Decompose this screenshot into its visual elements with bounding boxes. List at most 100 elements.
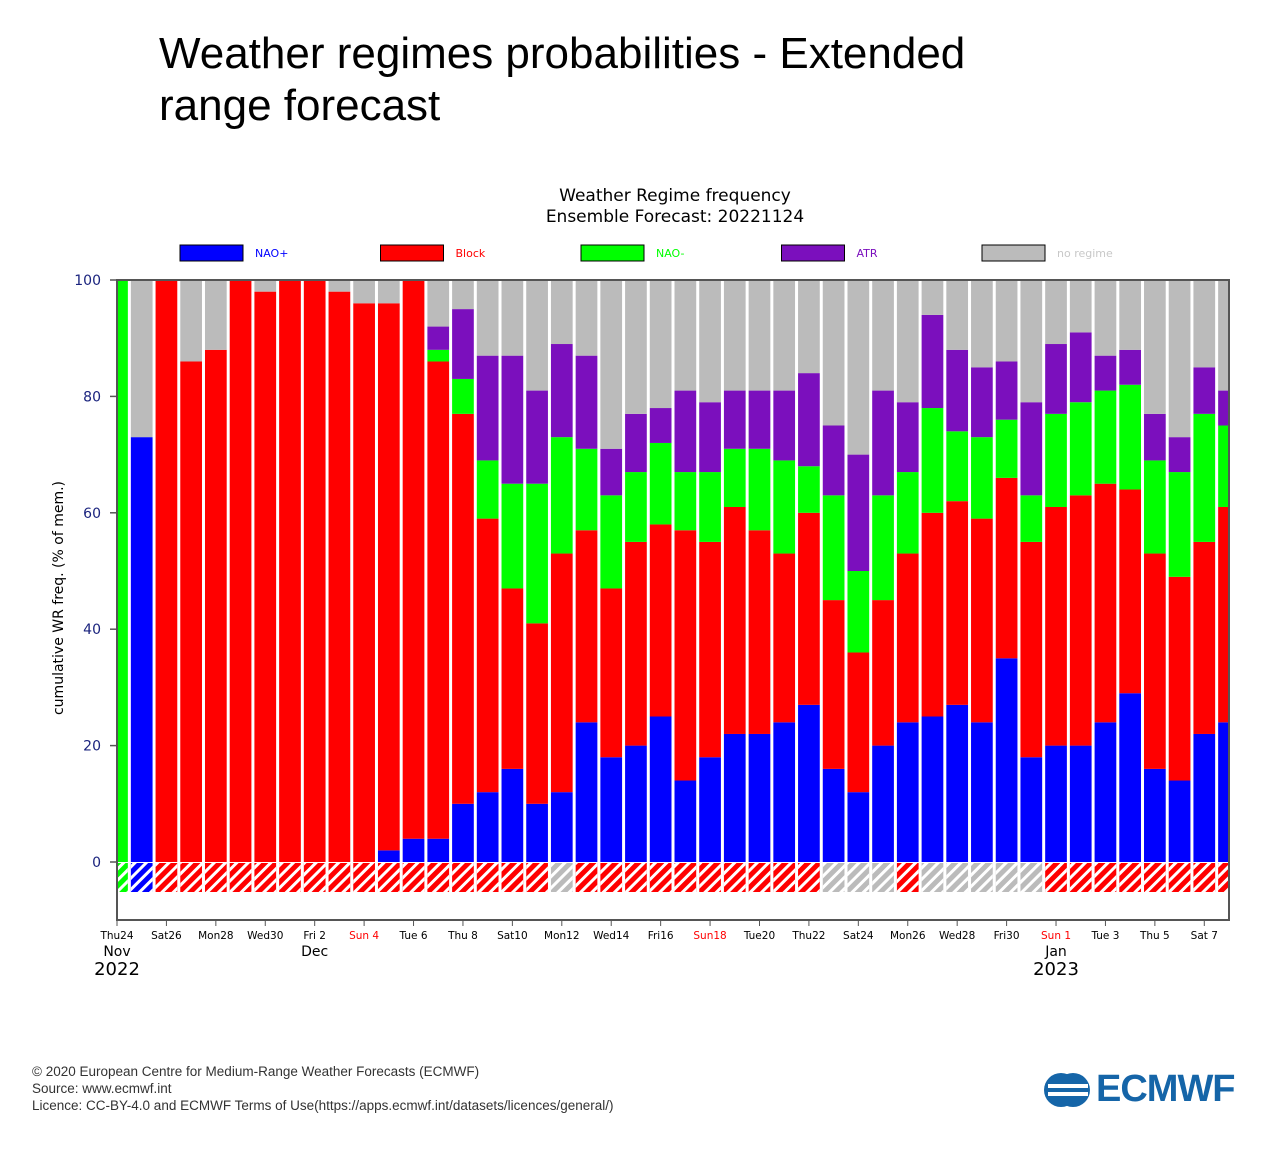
bar-2022-12-04 [353,280,375,892]
bar-segment-nao- [822,768,845,862]
x-tick-label: Tue 6 [399,930,428,942]
bar-2022-12-31 [1020,280,1043,892]
bar-segment-block [1069,495,1092,746]
bar-segment-block [822,600,845,769]
bar-segment-nao- [1168,780,1191,862]
dominant-regime-hatch [649,863,672,892]
chart-subtitle: Ensemble Forecast: 20221124 [546,207,804,227]
bar-segment-nao- [1020,495,1043,542]
y-tick-label: 0 [92,855,101,871]
bar-segment-nao- [798,704,820,862]
bar-segment-block [526,623,548,804]
dominant-regime-hatch [427,863,450,892]
x-tick-label: Thu 5 [1139,930,1170,942]
bar-segment-no-regime [180,280,202,362]
legend-label: Block [456,247,486,260]
bar-segment-no-regime [649,280,672,409]
bar-segment-nao- [427,838,450,862]
bar-segment-atr [699,402,721,473]
bar-segment-no-regime [723,280,746,391]
bar-2022-12-24 [847,280,870,892]
bar-2022-11-25 [130,280,153,892]
bar-segment-block [501,588,524,769]
bar-segment-atr [427,326,450,350]
x-tick-label: Fri 2 [303,930,326,942]
plot-frame [116,279,1230,921]
bar-segment-no-regime [798,280,820,374]
bar-segment-atr [674,390,697,473]
bar-2023-01-08 [1218,280,1229,892]
bar-segment-nao- [872,495,894,601]
bar-segment-nao- [699,757,721,862]
dominant-regime-hatch [1119,863,1142,892]
bar-segment-atr [1069,332,1092,403]
bar-segment-nao- [971,437,993,519]
bar-segment-no-regime [1069,280,1092,333]
bar-segment-no-regime [476,280,499,356]
bar-segment-block [452,413,474,804]
dominant-regime-hatch [180,863,202,892]
bar-segment-block [625,541,647,746]
dominant-regime-hatch [995,863,1018,892]
dominant-regime-hatch [1094,863,1117,892]
bar-segment-block [550,553,573,793]
legend-label: NAO+ [255,247,288,260]
bar-segment-block [699,541,721,758]
dominant-regime-hatch [501,863,524,892]
bar-2022-12-16 [649,280,672,892]
bar-segment-no-regime [501,280,524,356]
bar-segment-nao- [476,792,499,862]
dominant-regime-hatch [476,863,499,892]
footer: © 2020 European Centre for Medium-Range … [32,1063,614,1114]
dominant-regime-hatch [896,863,919,892]
bar-segment-no-regime [427,280,450,327]
bar-segment-nao- [748,448,771,531]
bar-segment-nao- [600,495,623,589]
bar-segment-no-regime [1045,280,1067,345]
bar-2022-12-02 [303,280,326,892]
bar-2023-01-07 [1193,280,1216,892]
dominant-regime-hatch [1020,863,1043,892]
bar-segment-block [427,361,450,839]
y-axis: 0 20 40 60 80 100 [74,273,117,871]
bar-segment-block [377,303,400,851]
legend-swatch [781,244,845,262]
bar-segment-atr [946,349,969,432]
bar-segment-block [1045,506,1067,746]
bar-segment-block [649,524,672,717]
bar-2023-01-04 [1119,280,1142,892]
bar-segment-no-regime [946,280,969,350]
bar-segment-block [921,512,944,717]
bar-segment-nao- [501,483,524,589]
bar-segment-block [896,553,919,723]
bar-segment-block [847,652,870,793]
bar-segment-nao- [1020,757,1043,862]
bar-2022-12-28 [946,280,969,892]
dominant-regime-hatch [1045,863,1067,892]
bar-segment-nao- [377,850,400,862]
bar-segment-atr [575,355,598,449]
bar-segment-no-regime [699,280,721,403]
bar-segment-atr [1193,367,1216,414]
bar-segment-atr [625,413,647,473]
month-label: Dec [301,944,328,960]
x-tick-label: Wed28 [939,930,975,942]
ecmwf-logo: ECMWF [1042,1068,1236,1111]
dominant-regime-hatch [674,863,697,892]
bar-2022-12-09 [476,280,499,892]
legend-swatch [580,244,645,262]
bar-segment-block [946,501,969,705]
bar-segment-nao- [971,722,993,862]
bar-segment-no-regime [1020,280,1043,403]
legend-label: ATR [857,247,878,260]
bar-2022-11-26 [155,280,178,892]
bar-segment-block [476,518,499,793]
dominant-regime-hatch [452,863,474,892]
bar-segment-atr [526,390,548,484]
bar-segment-no-regime [995,280,1018,362]
bar-segment-block [328,291,351,862]
bar-segment-nao- [427,349,450,362]
bar-segment-atr [550,344,573,438]
bar-segment-block [1144,553,1166,769]
bar-segment-atr [600,448,623,496]
